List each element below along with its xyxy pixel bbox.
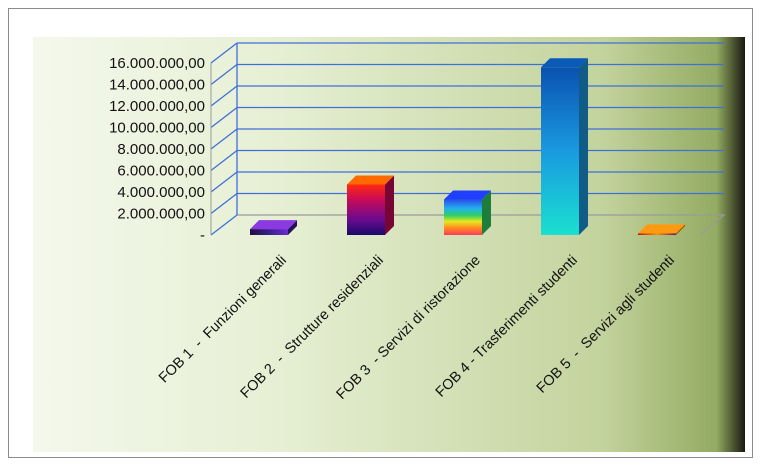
- floor-edge: [237, 214, 726, 236]
- bar: [444, 190, 491, 235]
- bar-side-face: [676, 224, 685, 235]
- y-tick-label: 4.000.000,00: [117, 184, 205, 201]
- gridlines: [210, 42, 726, 236]
- bar: [347, 175, 394, 235]
- y-tick-label: 12.000.000,00: [109, 98, 205, 115]
- bar: [638, 224, 685, 235]
- bar-top-face: [250, 220, 297, 230]
- bar-top-face: [347, 175, 394, 185]
- y-tick-label: 2.000.000,00: [117, 206, 205, 223]
- gridline-diagonal: [210, 63, 238, 86]
- bar-side-face: [288, 220, 297, 235]
- bar-chart: - 2.000.000,00 4.000.000,00 6.000.000,00 8.0…: [33, 37, 745, 452]
- bar-side-face: [482, 190, 491, 235]
- bar-front-face: [347, 184, 385, 235]
- bar-front-face: [541, 67, 579, 235]
- y-tick-label: -: [200, 227, 205, 244]
- bar-front-face: [638, 233, 676, 235]
- y-tick-label: 16.000.000,00: [109, 55, 205, 72]
- gridline-diagonal: [210, 192, 238, 215]
- gridline-diagonal: [210, 128, 238, 150]
- bar: [541, 58, 588, 235]
- y-tick-label: 6.000.000,00: [117, 163, 205, 180]
- gridline-diagonal: [210, 171, 238, 193]
- bar-top-face: [444, 190, 491, 200]
- bar-side-face: [579, 58, 588, 235]
- bar-top-face: [638, 224, 685, 234]
- y-tick-label: 10.000.000,00: [109, 120, 205, 137]
- bar: [250, 220, 297, 235]
- y-axis-tick-labels: - 2.000.000,00 4.000.000,00 6.000.000,00 8.0…: [109, 55, 205, 244]
- gridline-diagonal: [210, 149, 238, 172]
- gridline-diagonal: [210, 106, 238, 129]
- bar-front-face: [444, 199, 482, 235]
- plot-background: [33, 37, 745, 452]
- bar-side-face: [385, 175, 394, 235]
- bars: [250, 58, 685, 235]
- bar-top-face: [541, 58, 588, 68]
- gridline-diagonal: [210, 214, 238, 236]
- y-tick-label: 8.000.000,00: [117, 141, 205, 158]
- gridline-diagonal: [210, 42, 238, 64]
- chart-frame: - 2.000.000,00 4.000.000,00 6.000.000,00 8.0…: [8, 8, 753, 458]
- y-tick-label: 14.000.000,00: [109, 77, 205, 94]
- gridline-diagonal: [210, 85, 238, 107]
- bar-front-face: [250, 229, 288, 235]
